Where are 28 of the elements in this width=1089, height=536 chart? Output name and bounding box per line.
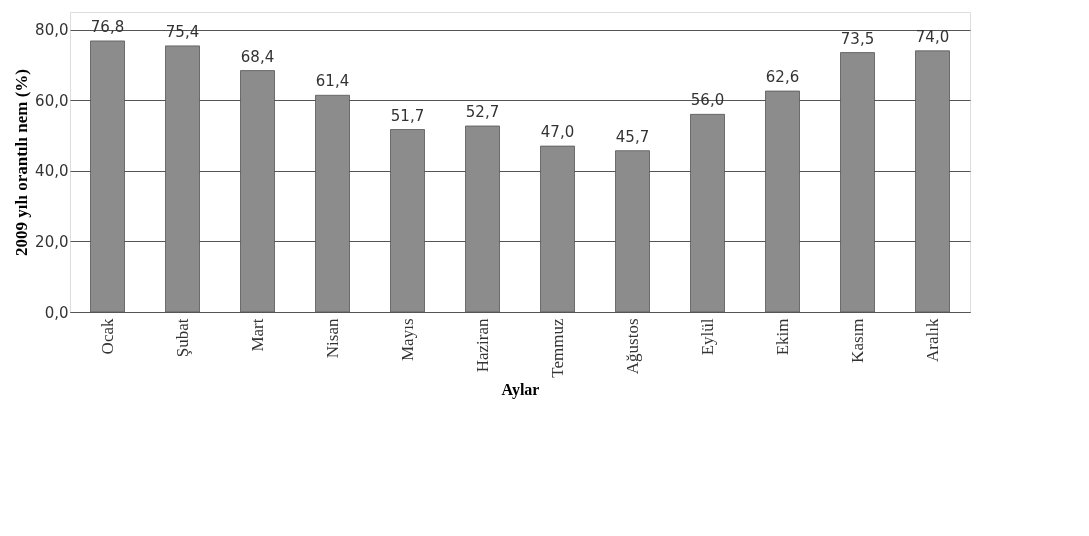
data-label: 74,0 — [915, 27, 950, 46]
y-axis-title: 2009 yılı orantılı nem (%) — [12, 69, 32, 256]
data-label: 47,0 — [540, 123, 575, 142]
data-label: 45,7 — [615, 127, 650, 146]
data-label: 61,4 — [315, 72, 350, 91]
x-tick-label: Mart — [247, 318, 267, 352]
x-tick-label: Kasım — [847, 318, 867, 363]
x-tick-label: Temmuz — [547, 318, 567, 378]
data-label: 62,6 — [765, 68, 800, 87]
x-tick-label: Ağustos — [622, 318, 642, 375]
x-axis-title: Aylar — [501, 380, 540, 399]
data-label: 51,7 — [390, 106, 425, 125]
data-label: 52,7 — [465, 103, 500, 121]
x-tick-label: Ekim — [772, 318, 792, 356]
x-tick-label: Nisan — [322, 318, 342, 359]
x-tick-label: Ocak — [97, 318, 117, 355]
x-tick-label: Aralık — [922, 318, 942, 362]
x-tick-label: Haziran — [472, 318, 492, 373]
x-tick-label: Mayıs — [397, 318, 417, 361]
y-tick-label: 80,0 — [35, 21, 69, 40]
data-label: 73,5 — [840, 29, 875, 48]
x-tick-label: Şubat — [172, 318, 192, 358]
data-label: 68,4 — [240, 47, 275, 66]
y-tick-label: 0,0 — [44, 303, 69, 322]
y-tick-label: 60,0 — [35, 91, 69, 110]
x-tick-label: Eylül — [697, 318, 717, 356]
y-tick-label: 20,0 — [35, 232, 69, 251]
y-tick-label: 40,0 — [35, 162, 69, 181]
